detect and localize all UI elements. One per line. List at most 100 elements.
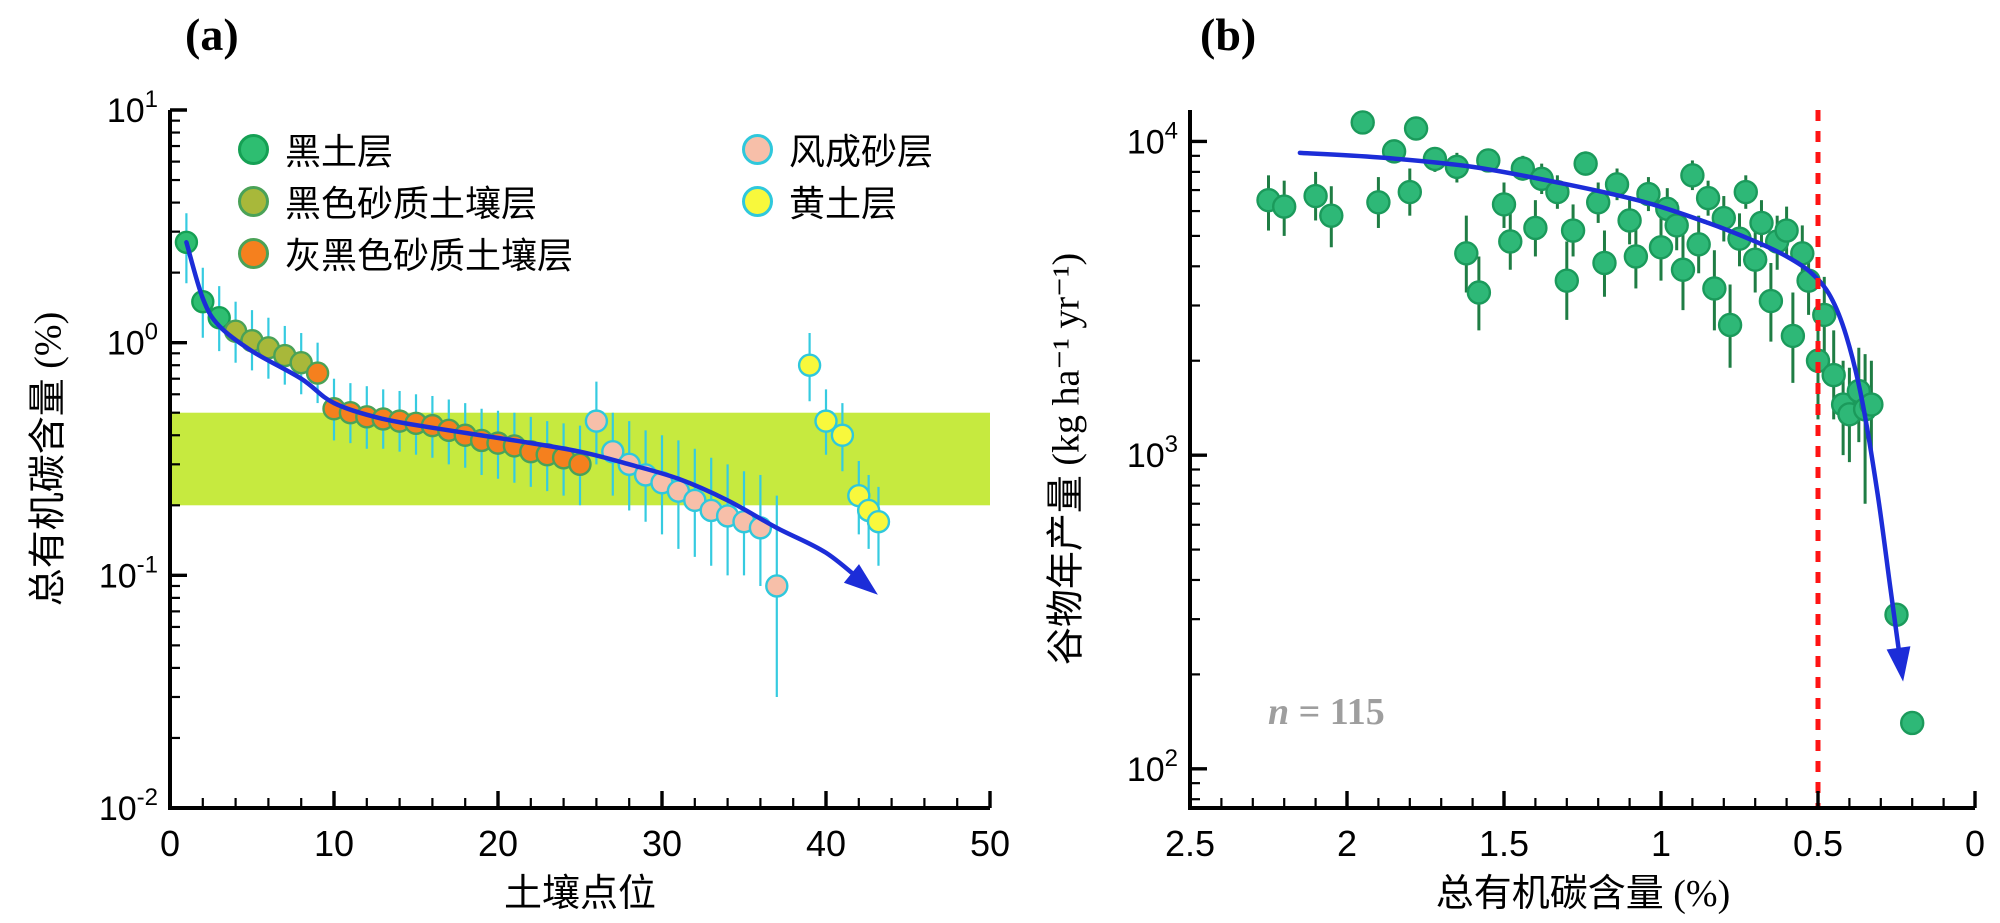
y-tick-label: 103 xyxy=(1127,431,1178,475)
x-axis-label-b: 总有机碳含量 (%) xyxy=(1435,873,1731,915)
x-tick-label: 2.5 xyxy=(1165,823,1215,864)
y-tick-label: 102 xyxy=(1127,745,1178,789)
data-point xyxy=(1695,185,1721,211)
legend-marker-icon xyxy=(238,185,269,217)
sample-size-variable: n xyxy=(1268,691,1290,733)
data-point xyxy=(683,488,707,513)
trend-arrow-icon xyxy=(843,564,878,595)
x-tick-label: 1.5 xyxy=(1479,823,1529,864)
legend-label: 黄土层 xyxy=(789,184,898,224)
legend-item: 黄土层 xyxy=(742,180,933,224)
axis-ticks xyxy=(168,108,992,810)
data-point xyxy=(1742,247,1768,272)
data-point xyxy=(1648,235,1674,260)
data-point xyxy=(1733,179,1758,205)
data-point xyxy=(1498,229,1523,254)
x-tick-label: 2 xyxy=(1337,823,1357,864)
x-tick-label: 10 xyxy=(314,823,354,864)
data-point xyxy=(1664,213,1689,238)
data-point xyxy=(797,353,822,377)
y-tick-label: 10-2 xyxy=(99,784,158,828)
legend-label: 黑土层 xyxy=(285,132,394,172)
trend-arrow-icon xyxy=(1886,646,1911,682)
data-point xyxy=(866,510,891,534)
sample-size-annotation: n = 115 xyxy=(1268,690,1385,734)
y-tick-label: 10-1 xyxy=(99,551,158,595)
x-tick-label: 0.5 xyxy=(1793,823,1843,864)
x-axis-label-a: 土壤点位 xyxy=(503,873,657,915)
x-tick-label: 40 xyxy=(806,823,846,864)
data-point xyxy=(1749,210,1774,236)
trend-curve xyxy=(184,240,870,589)
y-tick-label: 101 xyxy=(107,86,158,130)
data-point xyxy=(1617,208,1642,233)
data-point xyxy=(1554,268,1580,293)
data-point xyxy=(1397,179,1423,205)
data-point xyxy=(1319,203,1344,228)
y-tick-label: 100 xyxy=(107,319,158,363)
x-tick-label: 0 xyxy=(1965,823,1985,864)
data-point xyxy=(1592,250,1617,276)
data-point xyxy=(1454,241,1479,266)
data-point xyxy=(1366,190,1391,215)
panel-a: 101 100 10-1 10-20 10 20 30 40 50 xyxy=(99,86,1010,864)
x-tick-label: 30 xyxy=(642,823,682,864)
legend-item: 灰黑色砂质土壤层 xyxy=(238,232,573,276)
data-point xyxy=(1623,244,1649,269)
sample-size-value: = 115 xyxy=(1289,691,1385,733)
data-point xyxy=(1303,183,1328,209)
data-point xyxy=(1523,215,1548,241)
panel-b-title: (b) xyxy=(1200,9,1257,60)
legend-marker-icon xyxy=(742,133,773,165)
data-point xyxy=(584,409,609,433)
data-point xyxy=(1491,192,1517,217)
data-point xyxy=(305,361,330,385)
data-point xyxy=(1560,218,1586,243)
legend-item: 风成砂层 xyxy=(742,128,933,172)
x-tick-label: 0 xyxy=(160,823,180,864)
data-point xyxy=(1573,151,1598,176)
axis-ticks xyxy=(1188,139,1977,808)
data-point xyxy=(1758,288,1784,314)
y-axis-label-b: 谷物年产量 (kg ha⁻¹ yr⁻¹) xyxy=(1045,252,1088,666)
data-point xyxy=(1680,163,1705,188)
data-point xyxy=(1350,110,1375,135)
legend-label: 黑色砂质土壤层 xyxy=(285,184,538,224)
data-point xyxy=(1821,362,1846,388)
y-tick-label: 104 xyxy=(1127,117,1178,161)
series-0-points xyxy=(1256,110,1925,736)
x-tick-label: 1 xyxy=(1651,823,1671,864)
data-point xyxy=(830,423,855,447)
legend-label: 灰黑色砂质土壤层 xyxy=(285,236,574,276)
data-point xyxy=(289,351,313,375)
data-point xyxy=(1686,232,1711,257)
series-4-points xyxy=(797,353,891,534)
data-point xyxy=(568,452,592,477)
data-point xyxy=(1422,146,1448,172)
data-point xyxy=(1466,280,1492,305)
data-point xyxy=(1899,710,1925,736)
data-point xyxy=(1403,116,1429,141)
legend-label: 风成砂层 xyxy=(789,132,934,172)
error-bars xyxy=(1267,116,1873,504)
x-tick-label: 50 xyxy=(970,823,1010,864)
data-point xyxy=(1670,257,1696,282)
panel-b: 104 103 102 2.5 2 1.5 1 0.5 0 xyxy=(1127,110,1985,864)
data-point xyxy=(814,409,838,433)
data-point xyxy=(1774,218,1799,243)
legend-marker-icon xyxy=(238,237,269,269)
data-point xyxy=(1780,323,1806,349)
x-tick-label: 20 xyxy=(478,823,518,864)
series-2-points xyxy=(305,361,592,477)
legend-item: 黑色砂质土壤层 xyxy=(238,180,573,224)
y-axis-label-a: 总有机碳含量 (%) xyxy=(27,311,70,607)
legend-marker-icon xyxy=(238,133,269,165)
legend-item: 黑土层 xyxy=(238,128,573,172)
trend-curve xyxy=(1297,150,1904,670)
panel-a-title: (a) xyxy=(185,9,239,60)
data-point xyxy=(1702,276,1727,301)
data-point xyxy=(1271,194,1297,219)
data-point xyxy=(765,574,789,598)
